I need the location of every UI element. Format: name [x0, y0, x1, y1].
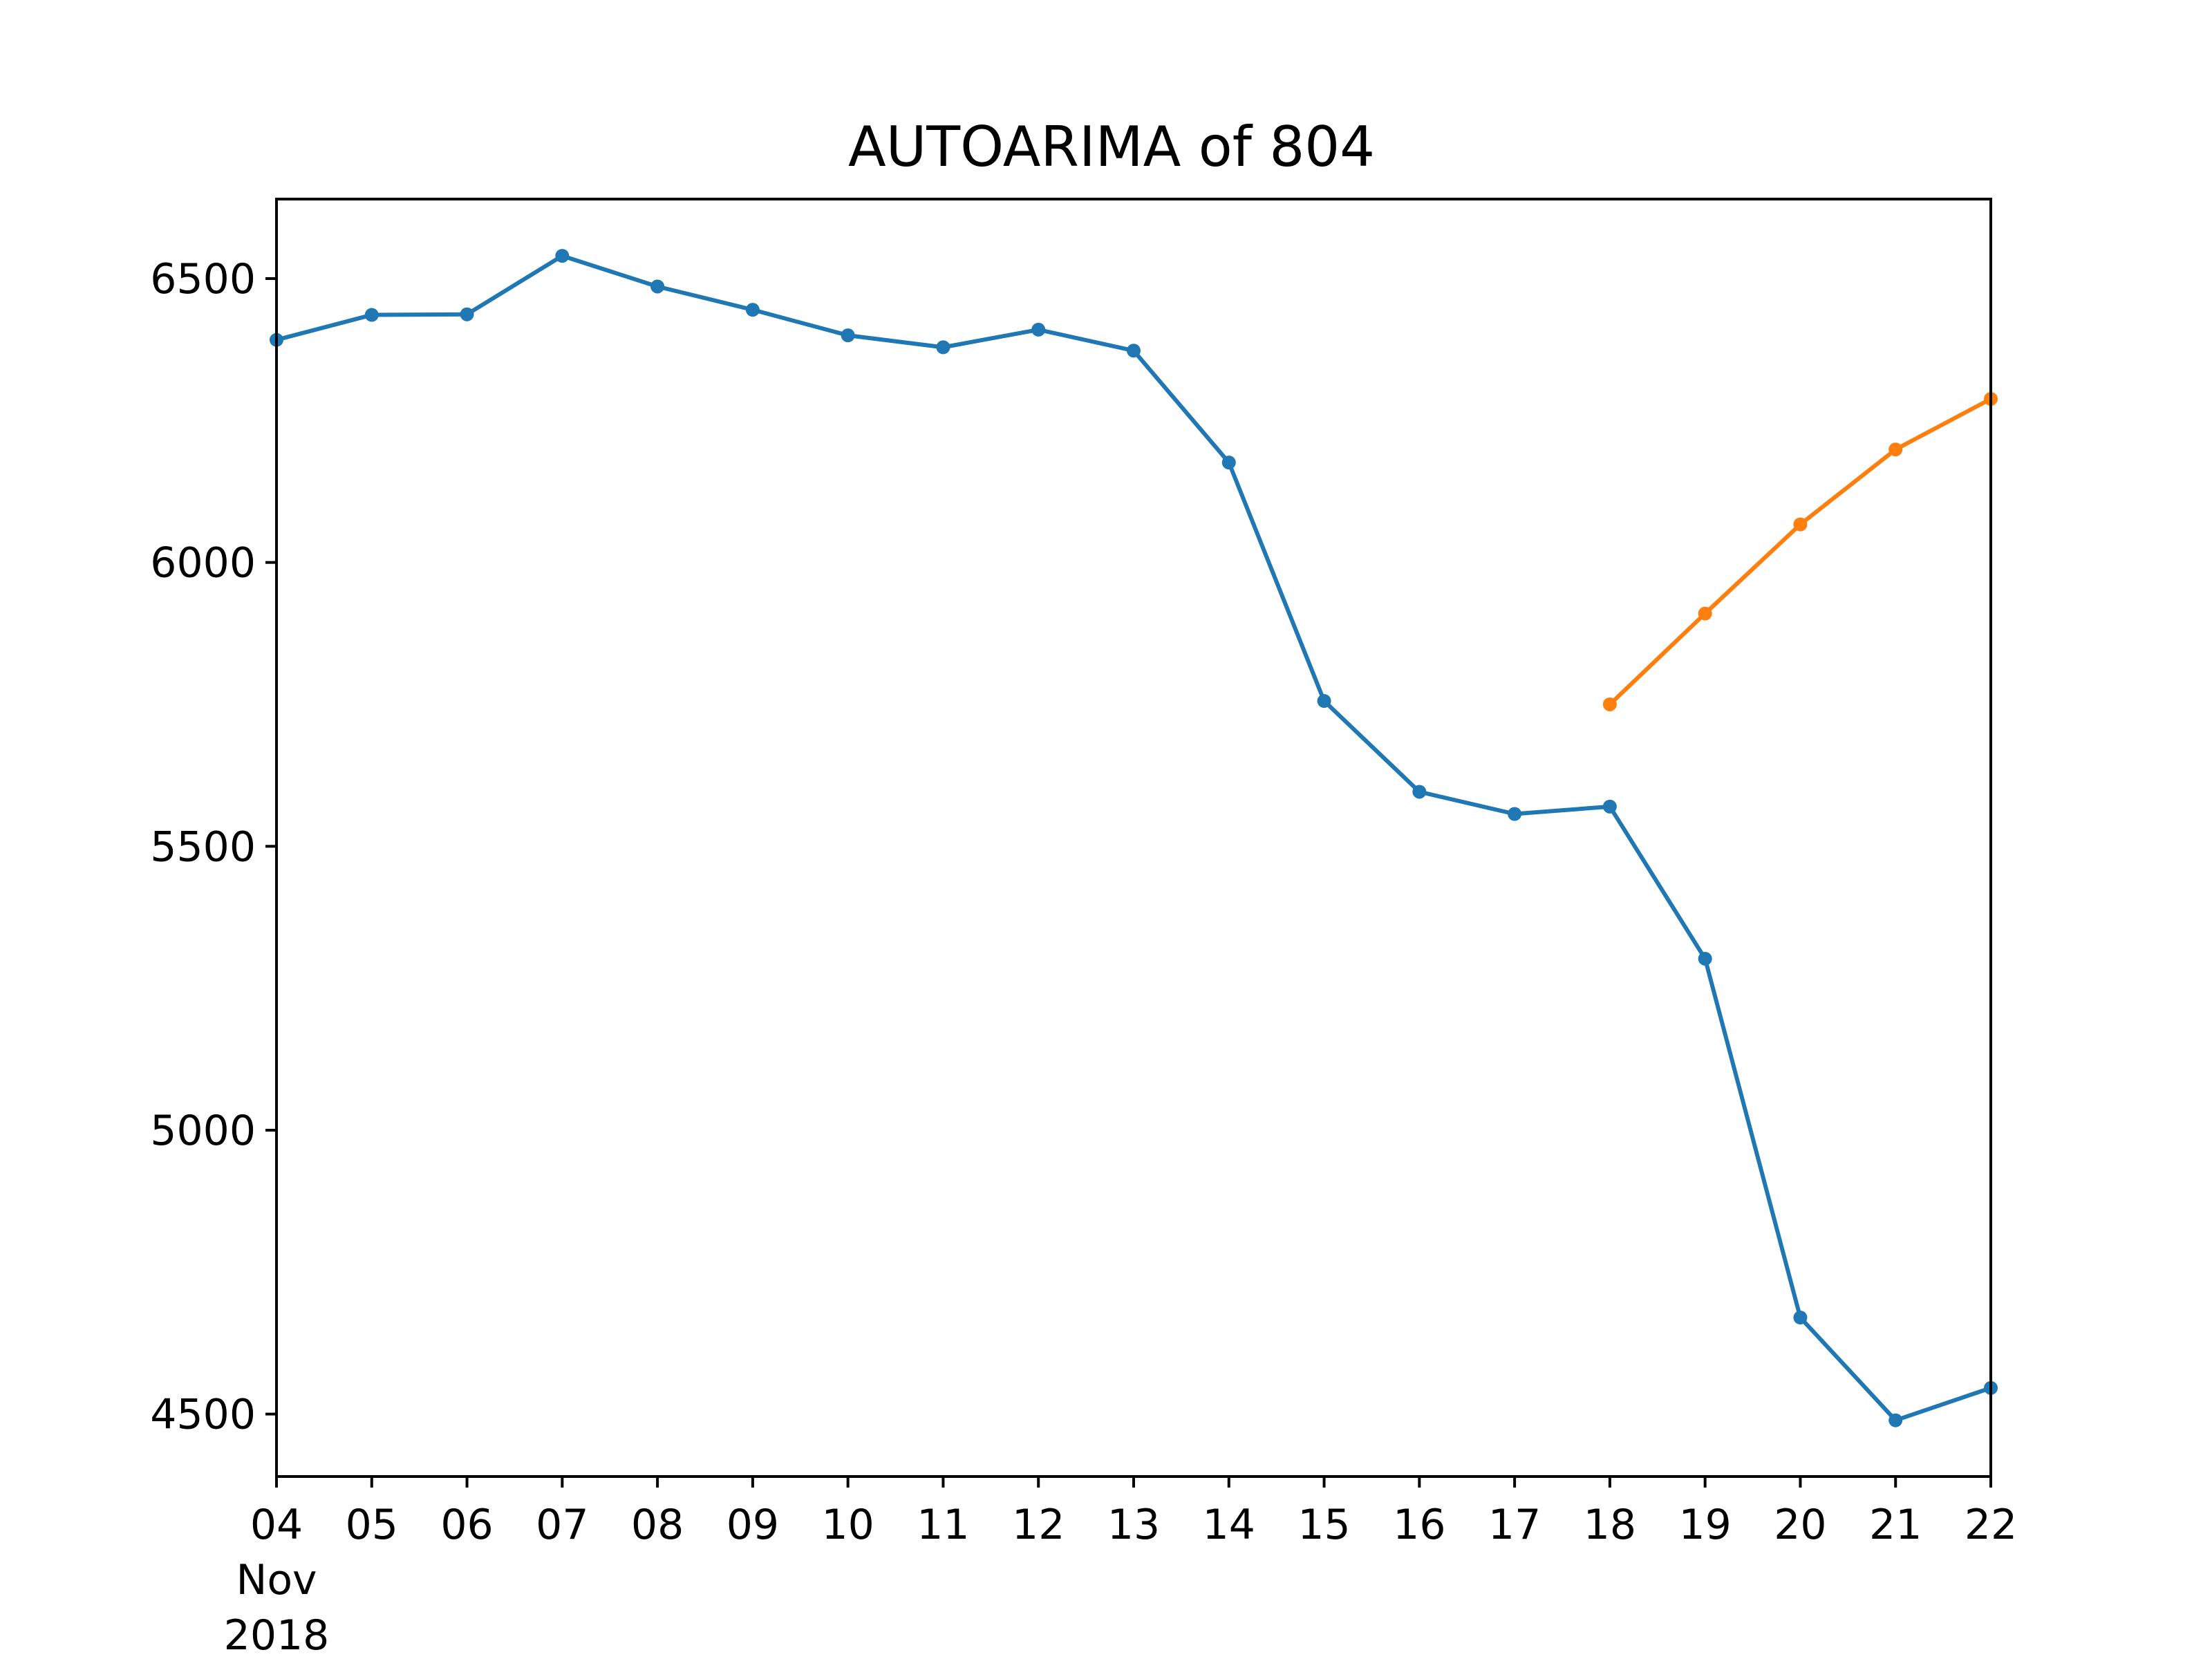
series-1-point-2 [1793, 517, 1808, 532]
series-0-point-15 [1698, 951, 1712, 966]
x-tick-label-4: 08 [631, 1501, 684, 1549]
x-tick-label-12: 16 [1393, 1501, 1445, 1549]
x-tick-label-5: 09 [727, 1501, 779, 1549]
y-axis: 4500 5000 5500 6000 6500 [150, 255, 276, 1439]
plot-frame [275, 198, 1992, 1478]
x-axis: 04 05 06 07 08 09 10 11 12 13 14 15 16 17 18 19 20 21 22 No… [224, 1477, 2017, 1659]
series-0-point-14 [1602, 799, 1617, 814]
x-tick-sublabel-1: 2018 [224, 1611, 330, 1659]
series-0-point-13 [1508, 807, 1522, 821]
y-tick-label-3: 6000 [150, 539, 256, 588]
x-tick-sublabel-0: Nov [236, 1556, 317, 1604]
series-0-point-4 [650, 279, 665, 294]
series-layer [270, 249, 1998, 1427]
chart-title: AUTOARIMA of 804 [848, 115, 1375, 179]
x-tick-label-11: 15 [1297, 1501, 1350, 1549]
x-tick-label-9: 13 [1107, 1501, 1160, 1549]
x-tick-label-14: 18 [1584, 1501, 1636, 1549]
series-0-point-7 [936, 340, 950, 355]
x-tick-label-10: 14 [1203, 1501, 1255, 1549]
x-tick-label-3: 07 [536, 1501, 588, 1549]
x-tick-label-13: 17 [1488, 1501, 1541, 1549]
x-tick-label-1: 05 [346, 1501, 398, 1549]
x-tick-label-2: 06 [440, 1501, 493, 1549]
series-1-point-3 [1888, 442, 1903, 457]
series-0-point-12 [1412, 785, 1427, 799]
series-0-point-2 [460, 307, 474, 321]
series-0-point-9 [1127, 344, 1141, 358]
x-tick-label-6: 10 [821, 1501, 874, 1549]
x-tick-label-8: 12 [1012, 1501, 1065, 1549]
series-0-point-5 [745, 303, 760, 317]
x-tick-label-17: 21 [1869, 1501, 1922, 1549]
series-1-line [1608, 397, 1992, 706]
series-0-point-3 [555, 249, 570, 263]
series-1-point-0 [1602, 697, 1617, 711]
series-1-point-1 [1698, 606, 1712, 621]
series-0-line [276, 254, 1991, 1423]
series-0-point-6 [841, 328, 855, 343]
y-tick-label-1: 5000 [150, 1107, 256, 1155]
x-tick-label-15: 19 [1678, 1501, 1731, 1549]
x-tick-label-16: 20 [1774, 1501, 1826, 1549]
x-tick-label-0: 04 [250, 1501, 303, 1549]
series-0-point-16 [1793, 1311, 1808, 1325]
series-0-point-8 [1031, 322, 1046, 337]
x-tick-label-18: 22 [1965, 1501, 2017, 1549]
series-0-point-10 [1221, 456, 1236, 470]
series-0-point-11 [1317, 694, 1331, 709]
series-0-point-1 [364, 308, 379, 322]
series-0-point-17 [1888, 1413, 1903, 1427]
y-tick-label-4: 6500 [150, 255, 256, 303]
y-tick-label-0: 4500 [150, 1391, 256, 1439]
y-tick-label-2: 5500 [150, 823, 256, 871]
x-tick-label-7: 11 [917, 1501, 969, 1549]
